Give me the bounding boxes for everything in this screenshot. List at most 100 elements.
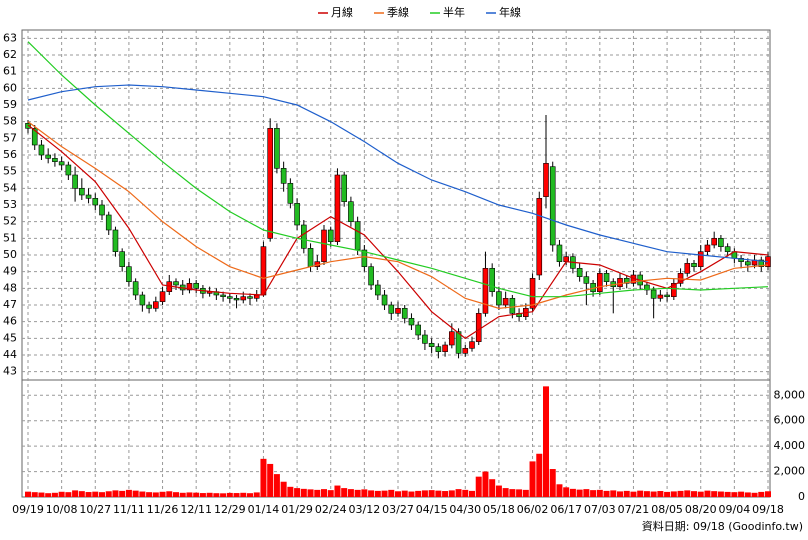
- volume-bar: [199, 493, 206, 497]
- candle-body: [38, 144, 45, 156]
- candle-body: [428, 343, 435, 347]
- y-tick-label: 59: [3, 98, 17, 111]
- ma-line: [27, 41, 769, 298]
- candle-body: [287, 183, 294, 204]
- candle-body: [745, 261, 751, 266]
- y-tick-label: 50: [3, 248, 17, 261]
- y-tick-label: 54: [3, 181, 17, 194]
- volume-bar: [543, 386, 549, 497]
- candle-body: [375, 284, 381, 296]
- y2-tick-label: 0: [798, 490, 805, 503]
- candle-body: [657, 294, 664, 299]
- y-tick-label: 55: [3, 165, 17, 178]
- candle-body: [267, 128, 273, 239]
- y2-tick-label: 2,000: [774, 465, 806, 478]
- candle-body: [31, 128, 38, 146]
- volume-bar: [623, 490, 630, 497]
- candle-body: [697, 251, 704, 267]
- x-tick-label: 02/24: [315, 503, 347, 516]
- volume-bar: [159, 491, 166, 497]
- x-tick-label: 06/17: [550, 503, 582, 516]
- candle-body: [395, 308, 401, 314]
- candle-body: [132, 281, 139, 296]
- candle-body: [691, 263, 697, 267]
- volume-bar: [502, 488, 509, 497]
- candle-body: [72, 174, 78, 189]
- volume-bar: [206, 492, 213, 497]
- ma-line: [27, 121, 769, 309]
- candle-body: [576, 268, 583, 277]
- candle-body: [233, 298, 240, 301]
- volume-bar: [482, 471, 489, 497]
- volume-bar: [583, 489, 590, 497]
- volume-bar: [381, 490, 388, 497]
- volume-bar: [139, 491, 146, 497]
- candle-body: [549, 166, 556, 246]
- y-tick-label: 60: [3, 81, 17, 94]
- volume-bar: [717, 491, 724, 497]
- volume-bar: [469, 490, 475, 497]
- candle-body: [227, 296, 233, 299]
- volume-bar: [415, 490, 422, 497]
- candle-body: [401, 308, 408, 319]
- candle-body: [684, 263, 691, 274]
- candle-body: [193, 283, 199, 289]
- volume-bar: [664, 491, 671, 497]
- volume-bar: [677, 490, 684, 497]
- candle-body: [126, 266, 132, 282]
- y-tick-label: 47: [3, 298, 17, 311]
- candle-body: [623, 278, 630, 284]
- volume-bar: [166, 491, 173, 497]
- volume-bar: [556, 484, 563, 497]
- volume-bar: [92, 491, 99, 497]
- volume-bar: [388, 489, 395, 497]
- volume-bar: [435, 490, 442, 497]
- candle-body: [475, 313, 482, 342]
- candle-body: [435, 346, 442, 352]
- candle-body: [758, 259, 765, 267]
- volume-bar: [78, 491, 85, 497]
- volume-bar: [738, 491, 745, 497]
- candle-body: [671, 283, 677, 297]
- y2-tick-label: 8,000: [774, 388, 806, 401]
- candle-body: [220, 294, 226, 297]
- volume-bar: [294, 488, 301, 497]
- y-tick-label: 51: [3, 231, 17, 244]
- volume-bar: [495, 485, 502, 497]
- y-tick-label: 61: [3, 65, 17, 78]
- candle-body: [496, 291, 502, 306]
- volume-bar: [368, 490, 375, 497]
- volume-bar: [125, 489, 132, 497]
- y-tick-label: 63: [3, 31, 17, 44]
- volume-bar: [691, 491, 697, 497]
- volume-bar: [65, 492, 72, 497]
- volume-bar: [179, 492, 186, 497]
- volume-bar: [31, 492, 38, 497]
- volume-bar: [670, 491, 677, 497]
- volume-bar: [408, 491, 415, 497]
- y2-tick-label: 6,000: [774, 414, 806, 427]
- candle-body: [482, 268, 489, 314]
- x-tick-label: 09/19: [12, 503, 44, 516]
- candle-body: [455, 331, 462, 354]
- candle-body: [644, 284, 650, 291]
- y-tick-label: 52: [3, 215, 17, 228]
- y-tick-label: 43: [3, 365, 17, 378]
- candle-body: [294, 203, 300, 226]
- candle-body: [664, 294, 670, 297]
- volume-bar: [347, 489, 354, 497]
- x-tick-label: 07/21: [618, 503, 650, 516]
- candle-body: [159, 291, 166, 302]
- volume-bar: [321, 489, 327, 497]
- candle-body: [52, 158, 58, 162]
- candle-body: [92, 198, 99, 206]
- x-tick-label: 01/29: [281, 503, 313, 516]
- candle-body: [112, 229, 119, 252]
- volume-bar: [596, 489, 603, 497]
- volume-bar: [704, 490, 711, 497]
- candle-body: [119, 251, 125, 267]
- candle-body: [139, 294, 146, 306]
- volume-bar: [549, 469, 556, 497]
- volume-bar: [462, 489, 469, 497]
